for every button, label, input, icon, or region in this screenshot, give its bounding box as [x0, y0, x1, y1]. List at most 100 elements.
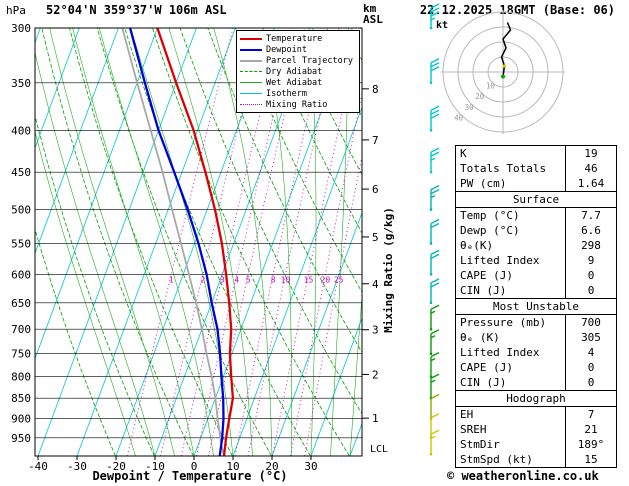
- svg-text:650: 650: [11, 297, 31, 310]
- most-unstable-rows: Pressure (mb) 700 θₑ (K) 305 Lifted Inde…: [456, 315, 616, 390]
- legend-swatch-temperature: [240, 37, 262, 40]
- svg-text:500: 500: [11, 204, 31, 217]
- most-unstable-section: Most Unstable Pressure (mb) 700 θₑ (K) 3…: [455, 298, 617, 391]
- mixing-ratio-axis-title: Mixing Ratio (g/kg): [382, 207, 395, 333]
- legend-label: Dewpoint: [266, 44, 307, 55]
- svg-text:5: 5: [372, 231, 379, 244]
- stat-label: Totals Totals: [456, 161, 566, 176]
- svg-text:0: 0: [191, 460, 198, 473]
- svg-text:20: 20: [321, 275, 331, 284]
- stat-value: 4: [587, 346, 595, 359]
- stats-panel: K 19 Totals Totals 46 PW (cm) 1.64 Surfa…: [455, 145, 617, 468]
- svg-text:400: 400: [11, 124, 31, 137]
- stat-row: Lifted Index 4: [456, 345, 616, 360]
- pressure-axis-labels: 300 350 400 450 500 550 600 650 700 750 800 850 900 9…: [11, 22, 31, 445]
- svg-text:5: 5: [246, 275, 251, 284]
- stat-value: 6.6: [581, 224, 601, 237]
- stat-value: 21: [584, 423, 598, 436]
- stat-value: 7.7: [581, 209, 601, 222]
- stat-value: 305: [581, 331, 601, 344]
- legend-label: Isotherm: [266, 88, 307, 99]
- svg-text:1: 1: [169, 275, 174, 284]
- stat-value: 700: [581, 316, 601, 329]
- svg-text:25: 25: [334, 275, 344, 284]
- svg-text:800: 800: [11, 371, 31, 384]
- stat-value: 0: [587, 376, 595, 389]
- legend-item-isotherm: Isotherm: [240, 88, 356, 99]
- stat-label: CAPE (J): [456, 268, 566, 283]
- wind-barb: [429, 147, 440, 174]
- stat-row: SREH 21: [456, 422, 616, 437]
- svg-text:40: 40: [454, 113, 464, 122]
- svg-text:450: 450: [11, 166, 31, 179]
- legend-label: Dry Adiabat: [266, 66, 323, 77]
- svg-text:-40: -40: [28, 460, 48, 473]
- legend-label: Temperature: [266, 33, 323, 44]
- plot-legend: Temperature Dewpoint Parcel Trajectory Dry …: [236, 30, 360, 113]
- stat-label: θₑ(K): [456, 238, 566, 253]
- wind-barb: [429, 218, 440, 245]
- stat-label: CAPE (J): [456, 360, 566, 375]
- stat-row: PW (cm) 1.64: [456, 176, 616, 191]
- svg-text:30: 30: [465, 103, 475, 112]
- wind-barb: [429, 105, 440, 132]
- stat-row: CAPE (J) 0: [456, 360, 616, 375]
- stat-value: 7: [587, 408, 595, 421]
- stat-row: Dewp (°C) 6.6: [456, 223, 616, 238]
- svg-text:950: 950: [11, 432, 31, 445]
- copyright: © weatheronline.co.uk: [447, 469, 599, 483]
- km-axis-unit: km: [363, 2, 377, 15]
- legend-item-parcel-trajectory: Parcel Trajectory: [240, 55, 356, 66]
- stat-value: 46: [584, 162, 598, 175]
- stat-label: StmDir: [456, 437, 566, 452]
- svg-text:-20: -20: [106, 460, 126, 473]
- stat-row: EH 7: [456, 407, 616, 422]
- stat-row: StmDir 189°: [456, 437, 616, 452]
- legend-item-dewpoint: Dewpoint: [240, 44, 356, 55]
- svg-text:900: 900: [11, 413, 31, 426]
- km-axis-title: km ASL: [363, 3, 383, 25]
- stat-row: CIN (J) 0: [456, 375, 616, 390]
- stat-label: θₑ (K): [456, 330, 566, 345]
- stat-row: Totals Totals 46: [456, 161, 616, 176]
- stat-label: Pressure (mb): [456, 315, 566, 330]
- stat-label: Temp (°C): [456, 208, 566, 223]
- series-temperature: [156, 28, 235, 456]
- sounding-profiles: [121, 28, 235, 456]
- plot-border: [34, 27, 363, 457]
- wind-barb: [429, 249, 440, 276]
- stat-value: 0: [587, 361, 595, 374]
- wind-barbs: [429, 3, 440, 456]
- indices-section: K 19 Totals Totals 46 PW (cm) 1.64: [455, 145, 617, 192]
- mixing-ratio-labels: 1 2 3 4 5 8 10 15 20 25: [169, 275, 344, 284]
- wind-barb: [429, 278, 440, 305]
- wind-barb: [429, 184, 440, 211]
- svg-text:2: 2: [372, 368, 379, 381]
- km-axis-asl: ASL: [363, 13, 383, 26]
- svg-text:15: 15: [304, 275, 314, 284]
- stat-label: Lifted Index: [456, 345, 566, 360]
- svg-text:350: 350: [11, 77, 31, 90]
- svg-text:3: 3: [220, 275, 225, 284]
- stat-row: Pressure (mb) 700: [456, 315, 616, 330]
- svg-text:300: 300: [11, 22, 31, 35]
- svg-text:20: 20: [475, 92, 485, 101]
- stat-label: Dewp (°C): [456, 223, 566, 238]
- indices-rows: K 19 Totals Totals 46 PW (cm) 1.64: [456, 146, 616, 191]
- hodograph-grid: [441, 10, 565, 134]
- stat-label: SREH: [456, 422, 566, 437]
- legend-swatch-wet-adiabat: [240, 82, 262, 83]
- stat-row: CIN (J) 0: [456, 283, 616, 298]
- svg-text:1: 1: [372, 412, 379, 425]
- stat-value: 0: [587, 284, 595, 297]
- wind-barb: [429, 304, 440, 331]
- wind-barb: [429, 352, 440, 378]
- stat-label: CIN (J): [456, 375, 566, 390]
- legend-swatch-mixing-ratio: [240, 104, 262, 105]
- wind-barb: [429, 329, 440, 356]
- svg-text:20: 20: [265, 460, 278, 473]
- wind-barb: [429, 58, 440, 85]
- stat-label: K: [456, 146, 566, 161]
